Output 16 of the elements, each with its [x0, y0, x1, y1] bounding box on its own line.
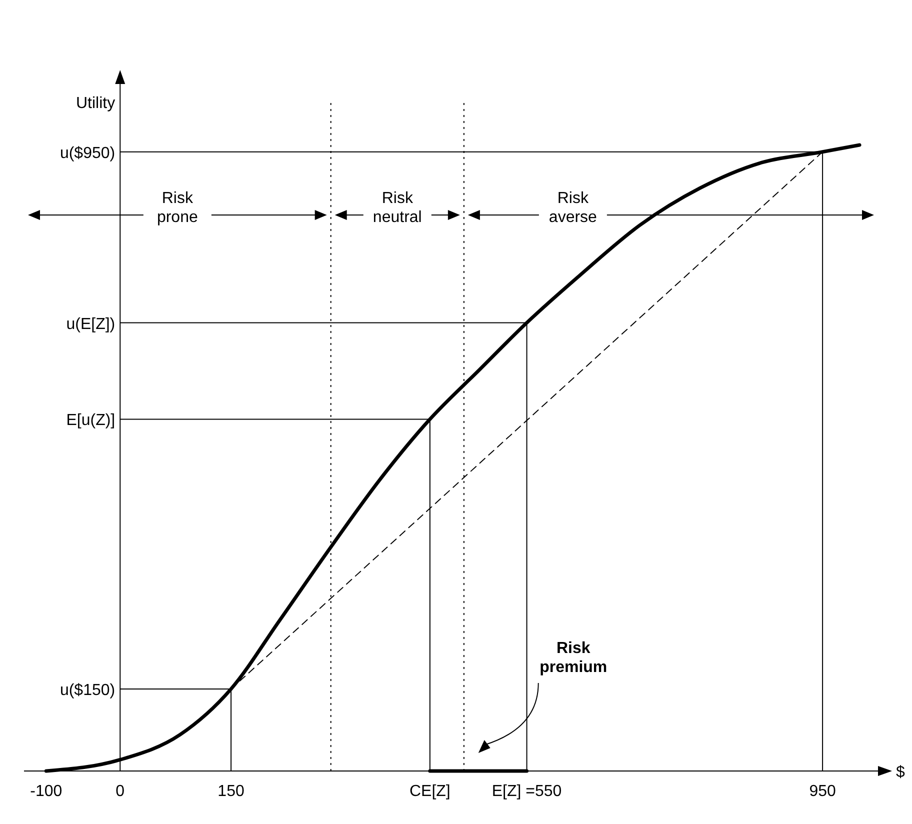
x-tick-label: -100 — [30, 783, 62, 800]
ref-line-label: u($150) — [60, 682, 116, 699]
x-tick-label: 150 — [218, 783, 244, 800]
y-axis-title: Utility — [76, 95, 116, 112]
annotation: Risk prone — [156, 190, 198, 226]
x-tick-label: 0 — [116, 783, 125, 800]
annotation: Risk neutral — [372, 190, 422, 226]
ref-line-label: E[u(Z)] — [66, 412, 116, 430]
x-tick-label: E[Z] =550 — [492, 783, 562, 800]
x-tick-label: CE[Z] — [409, 783, 450, 800]
x-axis-title: $ — [896, 764, 905, 781]
x-tick-label: 950 — [809, 783, 836, 800]
ref-line-label: u(E[Z]) — [66, 316, 116, 333]
annotation: Risk averse — [548, 190, 598, 226]
ref-line-label: u($950) — [60, 144, 116, 162]
annotation: Risk premium — [540, 640, 608, 676]
